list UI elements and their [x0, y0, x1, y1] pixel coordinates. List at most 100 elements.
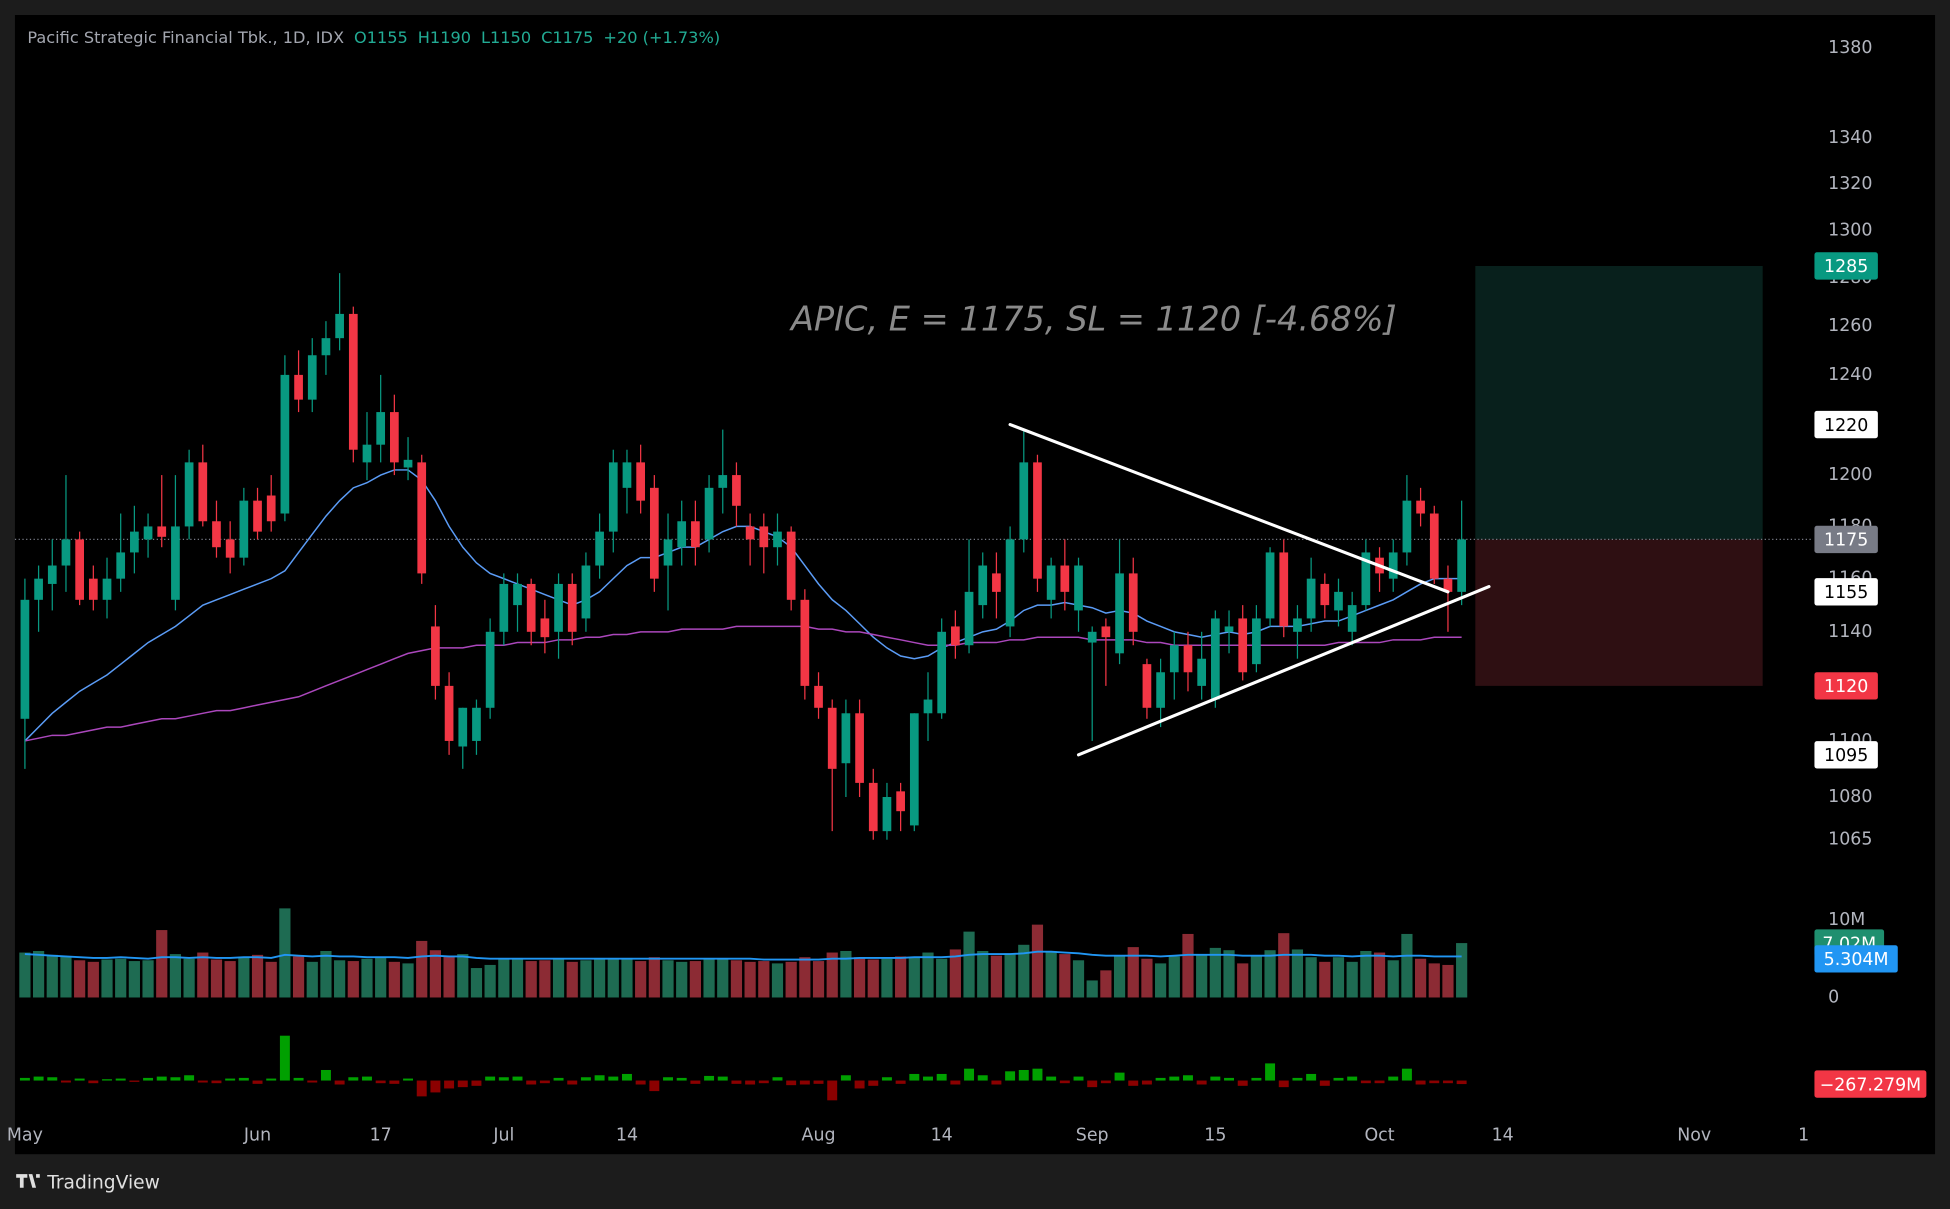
price-badge-label: 1220: [1824, 416, 1868, 436]
y-tick-label: 1140: [1828, 622, 1872, 642]
oscillator-bar: [211, 1080, 222, 1084]
oscillator-bar: [129, 1080, 140, 1082]
oscillator-bar: [1401, 1068, 1412, 1081]
candle-body: [595, 531, 604, 566]
volume-bar: [1155, 963, 1167, 998]
x-tick-label: Jul: [492, 1126, 514, 1146]
volume-bar: [457, 954, 469, 998]
volume-ma: [24, 950, 1462, 961]
volume-bar: [169, 954, 182, 998]
volume-bar: [1018, 944, 1030, 998]
oscillator-bar: [348, 1077, 359, 1081]
price-badge-label: 1285: [1824, 257, 1868, 277]
volume-bar: [566, 961, 578, 998]
candle-body: [1388, 552, 1398, 579]
candle-body: [896, 791, 905, 812]
price-badge-label: −267.279M: [1820, 1075, 1922, 1095]
candle-body: [1156, 672, 1165, 708]
volume-bar: [922, 952, 934, 998]
volume-bar: [1113, 955, 1126, 998]
candle-body: [458, 707, 468, 747]
oscillator-bar: [1306, 1073, 1317, 1081]
legend-value: +20 (+1.73%): [603, 28, 720, 47]
trendline: [1008, 423, 1450, 594]
legend-value: O1155: [354, 28, 408, 47]
volume-bar: [607, 957, 619, 998]
volume-bar: [1127, 947, 1139, 998]
oscillator-bar: [1333, 1077, 1344, 1081]
oscillator-bar: [403, 1078, 414, 1081]
x-tick-label: 17: [370, 1126, 392, 1146]
volume-bar: [1373, 952, 1386, 998]
brand-logo: TradingView: [16, 1172, 160, 1193]
candle-body: [47, 565, 57, 584]
candle-body: [759, 526, 769, 548]
candle-body: [1429, 513, 1439, 579]
oscillator-bar: [1292, 1077, 1303, 1081]
candle-body: [513, 583, 522, 606]
volume-bar: [1401, 933, 1413, 998]
oscillator-bar: [854, 1080, 865, 1089]
candle-body: [88, 578, 98, 600]
oscillator-bar: [991, 1080, 1002, 1085]
oscillator-bar: [471, 1080, 482, 1086]
oscillator-bar: [539, 1080, 550, 1084]
candle-body: [855, 713, 864, 783]
oscillator-bar: [717, 1076, 728, 1081]
candle-body: [1334, 591, 1343, 611]
candle-body: [827, 707, 837, 769]
volume-bar: [128, 961, 140, 998]
oscillator-bar: [1251, 1077, 1262, 1081]
candle-body: [280, 374, 290, 514]
x-tick-label: Oct: [1364, 1126, 1394, 1146]
candle-body: [417, 462, 427, 574]
volume-bar: [306, 961, 318, 998]
oscillator-bar: [758, 1080, 769, 1084]
oscillator-bar: [512, 1076, 523, 1081]
candle-body: [800, 599, 810, 686]
volume-bar: [676, 961, 688, 998]
volume-bar: [470, 968, 483, 998]
volume-bar: [552, 958, 565, 998]
volume-bar: [60, 956, 72, 998]
volume-bar: [210, 959, 223, 998]
volume-bar: [730, 960, 743, 998]
volume-bar: [703, 959, 715, 998]
candle-body: [718, 475, 728, 488]
candle-body: [61, 539, 71, 566]
legend-value: L1150: [481, 28, 531, 47]
candle-body: [184, 462, 194, 527]
oscillator-bar: [649, 1080, 660, 1092]
candle-body: [786, 531, 796, 600]
oscillator-bar: [676, 1077, 687, 1081]
volume-bar: [744, 961, 756, 998]
candle-body: [1457, 539, 1466, 592]
volume-bar: [375, 957, 387, 998]
oscillator-bar: [663, 1077, 673, 1081]
brand-name: TradingView: [46, 1172, 160, 1193]
candle-body: [1416, 500, 1425, 514]
candle-body: [732, 475, 741, 506]
candle-body: [376, 412, 386, 445]
price-badge-label: 1120: [1824, 677, 1868, 697]
oscillator-bar: [320, 1069, 331, 1081]
oscillator-bar: [1374, 1080, 1385, 1084]
x-tick-label: May: [7, 1126, 43, 1146]
candle-body: [34, 578, 43, 600]
volume-bar: [758, 961, 770, 998]
oscillator-bar: [1059, 1080, 1070, 1084]
oscillator-bar: [430, 1080, 441, 1093]
volume-bar: [867, 959, 879, 998]
volume-bar: [402, 963, 414, 998]
candle-body: [882, 796, 892, 832]
oscillator-bar: [950, 1080, 961, 1085]
candle-body: [225, 539, 235, 558]
x-tick-label: Aug: [802, 1126, 836, 1146]
candle-body: [773, 531, 782, 548]
volume-bar: [539, 960, 551, 998]
oscillator-bar: [1265, 1063, 1276, 1081]
y-tick-label: 1300: [1828, 221, 1872, 241]
oscillator-bar: [813, 1080, 824, 1084]
oscillator-bar: [1005, 1071, 1016, 1081]
oscillator-bar: [1100, 1080, 1111, 1084]
